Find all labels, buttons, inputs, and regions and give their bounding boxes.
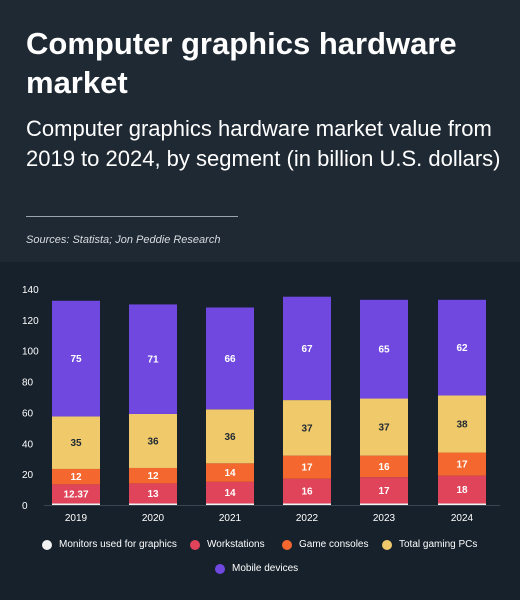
- data-label: 13: [147, 489, 159, 500]
- data-label: 36: [147, 436, 159, 447]
- bar-segment: [438, 475, 486, 504]
- bar-segment: [360, 477, 408, 504]
- x-tick-label: 2021: [219, 513, 242, 524]
- data-label: 35: [70, 438, 82, 449]
- data-label: 12: [147, 471, 159, 482]
- y-tick-label: 20: [22, 470, 34, 481]
- source-note: Sources: Statista; Jon Peddie Research: [26, 234, 221, 246]
- data-label: 17: [378, 486, 390, 497]
- y-tick-label: 100: [22, 347, 39, 358]
- data-label: 17: [301, 463, 313, 474]
- x-tick-label: 2019: [65, 513, 88, 524]
- y-tick-label: 40: [22, 439, 34, 450]
- bar-segment: [129, 304, 177, 414]
- bar-segment: [52, 468, 100, 485]
- legend-label: Total gaming PCs: [399, 539, 478, 550]
- divider: [26, 216, 238, 217]
- data-label: 37: [378, 423, 390, 434]
- y-tick-label: 80: [22, 378, 34, 389]
- bar-segment: [283, 478, 331, 504]
- data-label: 38: [456, 420, 468, 431]
- stacked-bar-chart: 0 20 40 60 80 100 120 140 12.37 12 35 75 2019 13 12 36 7…: [22, 285, 500, 524]
- data-label: 75: [70, 354, 82, 365]
- legend-item: Monitors used for graphics: [42, 539, 177, 550]
- data-label: 71: [147, 355, 159, 366]
- legend-item: Total gaming PCs: [382, 539, 477, 550]
- chart-title: Computer graphics hardware market: [26, 26, 457, 100]
- bar-segment: [283, 455, 331, 479]
- legend-swatch: [42, 539, 52, 550]
- data-label: 36: [224, 432, 236, 443]
- y-tick-label: 0: [22, 501, 28, 512]
- legend-swatch: [282, 539, 292, 550]
- legend-swatch: [382, 539, 392, 550]
- bar-segment: [129, 467, 177, 484]
- chart-subtitle: Computer graphics hardware market value …: [26, 116, 501, 171]
- bar-segment: [360, 299, 408, 399]
- bar-segment: [206, 463, 254, 482]
- bar-segment: [206, 307, 254, 410]
- bar-segment: [52, 416, 100, 469]
- data-label: 65: [378, 345, 390, 356]
- data-label: 18: [456, 485, 468, 496]
- bar-segment: [283, 296, 331, 401]
- legend-swatch: [215, 563, 225, 574]
- bar-segment: [129, 483, 177, 504]
- legend-item: Mobile devices: [215, 563, 298, 574]
- bar-segment: [52, 300, 100, 417]
- chart-header: Computer graphics hardware market Comput…: [0, 0, 520, 262]
- y-tick-label: 60: [22, 408, 34, 419]
- data-label: 12.37: [63, 489, 88, 500]
- data-label: 16: [301, 487, 313, 498]
- bar-segment: [129, 413, 177, 468]
- legend-label: Workstations: [207, 539, 265, 550]
- bar-segment: [360, 503, 408, 505]
- x-tick-label: 2020: [142, 513, 165, 524]
- data-label: 67: [301, 344, 313, 355]
- bar-segment: [206, 481, 254, 504]
- bar-segment: [283, 503, 331, 505]
- bar-segment: [206, 503, 254, 505]
- legend-item: Workstations: [190, 539, 265, 550]
- legend-item: Game consoles: [282, 539, 368, 550]
- bar-segment: [129, 503, 177, 505]
- chart-area: 0 20 40 60 80 100 120 140 12.37 12 35 75 2019 13 12 36 7…: [0, 262, 520, 600]
- data-label: 14: [224, 468, 236, 479]
- bar-segment: [438, 503, 486, 505]
- legend-label: Mobile devices: [232, 563, 299, 574]
- bar-segment: [52, 484, 100, 504]
- bar-segment: [360, 398, 408, 456]
- bar-segment: [438, 452, 486, 476]
- bar-segment: [438, 299, 486, 396]
- legend-label: Game consoles: [299, 539, 369, 550]
- bar-segment: [360, 455, 408, 478]
- data-label: 17: [456, 460, 468, 471]
- data-label: 16: [378, 462, 390, 473]
- bar-segment: [52, 503, 100, 505]
- bar-segment: [283, 400, 331, 456]
- x-tick-label: 2024: [451, 513, 474, 524]
- bar-segment: [438, 395, 486, 453]
- data-label: 66: [224, 354, 236, 365]
- data-label: 62: [456, 343, 468, 354]
- x-tick-label: 2022: [296, 513, 319, 524]
- y-tick-label: 140: [22, 285, 39, 296]
- data-label: 37: [301, 423, 313, 434]
- bar-segment: [206, 409, 254, 464]
- legend-swatch: [190, 539, 200, 550]
- x-tick-label: 2023: [373, 513, 396, 524]
- y-tick-label: 120: [22, 316, 39, 327]
- data-label: 12: [70, 472, 82, 483]
- legend-label: Monitors used for graphics: [59, 539, 177, 550]
- data-label: 14: [224, 488, 236, 499]
